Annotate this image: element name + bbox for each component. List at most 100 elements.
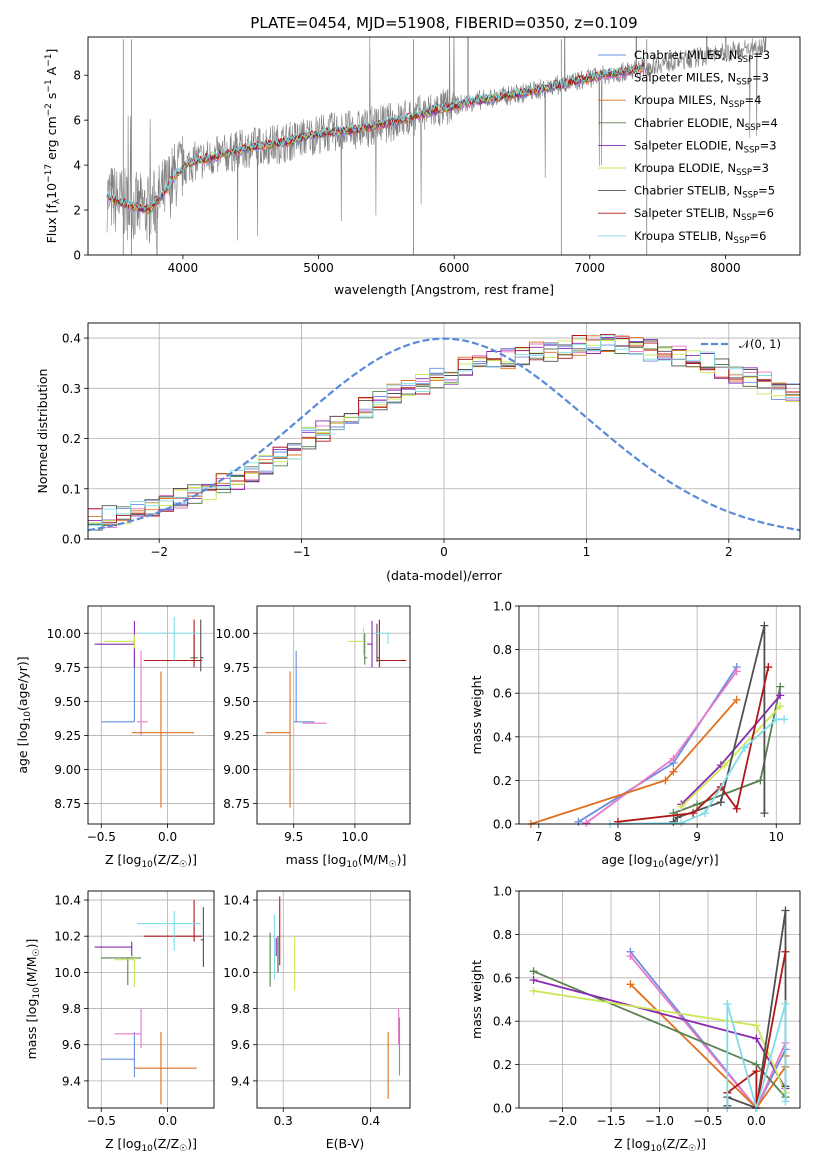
weight-marker — [781, 999, 790, 1008]
x-tick-label: 0.0 — [158, 1114, 177, 1128]
y-tick-label: 0.0 — [62, 533, 81, 547]
y-tick-label: 10.0 — [54, 966, 81, 980]
x-axis-label: E(B-V) — [326, 1136, 365, 1151]
axes-frame — [518, 890, 801, 1109]
weight-marker — [752, 1067, 761, 1076]
histogram-step-6 — [88, 340, 800, 539]
y-tick-label: 6 — [73, 114, 81, 128]
y-tick-label: 0.4 — [493, 730, 512, 744]
y-tick-label: 1.0 — [493, 600, 512, 614]
errorbar-point — [347, 627, 365, 656]
errorbar-point — [376, 619, 407, 668]
normal-reference-curve — [88, 337, 800, 532]
weight-marker — [732, 804, 741, 813]
spectrum-frame — [87, 36, 801, 256]
y-tick-label: 0.0 — [493, 1102, 512, 1116]
x-tick-label: 10 — [769, 830, 784, 844]
weight-marker — [781, 906, 790, 915]
weight-marker — [626, 980, 635, 989]
weight-marker — [752, 1021, 761, 1030]
x-tick-label: −0.5 — [87, 830, 116, 844]
x-tick-label: 1 — [583, 545, 591, 559]
y-axis-label: Normed distribution — [35, 369, 50, 494]
weight-marker — [760, 809, 769, 818]
x-tick-label: 2 — [725, 545, 733, 559]
legend-label: Chabrier MILES, NSSP=3 — [634, 48, 770, 65]
legend-label-normal: 𝒩(0, 1) — [739, 337, 781, 351]
y-tick-label: 10.2 — [223, 930, 250, 944]
y-axis-label: mass weight — [469, 675, 484, 754]
weight-marker — [669, 817, 678, 826]
errorbar-point — [94, 941, 133, 957]
weight-series-8 — [606, 715, 789, 828]
weight-marker — [677, 818, 686, 827]
y-tick-label: 9.4 — [62, 1074, 81, 1088]
x-tick-label: 5000 — [303, 261, 334, 275]
x-tick-label: 0.3 — [274, 1114, 293, 1128]
errorbar-point — [94, 620, 135, 668]
y-tick-label: 0.1 — [62, 482, 81, 496]
weight-marker — [669, 754, 678, 763]
legend-label: Kroupa MILES, NSSP=4 — [634, 93, 761, 110]
weight-marker — [781, 1097, 790, 1106]
weight-marker — [669, 767, 678, 776]
weight-marker — [701, 809, 710, 818]
y-tick-label: 9.00 — [223, 763, 250, 777]
y-tick-label: 9.8 — [231, 1002, 250, 1016]
model-line-8 — [106, 61, 645, 212]
weight-marker — [764, 663, 773, 672]
x-axis-label: wavelength [Angstrom, rest frame] — [334, 282, 554, 297]
errorbar-point — [143, 619, 203, 668]
y-tick-label: 0.2 — [493, 774, 512, 788]
legend-label: Salpeter ELODIE, NSSP=3 — [634, 138, 777, 155]
y-tick-label: 9.50 — [223, 695, 250, 709]
errorbar-point — [373, 632, 391, 645]
axes-frame — [256, 890, 411, 1109]
histogram-step-0 — [88, 335, 800, 539]
errorbar-point — [101, 957, 142, 986]
x-tick-label: 0 — [440, 545, 448, 559]
errorbar-point — [131, 671, 195, 808]
y-tick-label: 10.4 — [223, 894, 250, 908]
x-tick-label: 7000 — [575, 261, 606, 275]
errorbar-point — [367, 620, 373, 668]
errorbar-point — [114, 1008, 142, 1049]
weight-marker — [689, 809, 698, 818]
y-axis-label: Flux [fλ10−17 erg cm−2 s−1 A−1] — [44, 49, 62, 244]
weight-marker — [626, 952, 635, 961]
weight-marker — [720, 761, 729, 770]
y-axis-label: mass [log10(M/M☉)] — [24, 939, 42, 1060]
weight-marker — [529, 986, 538, 995]
errorbar-point — [103, 634, 135, 649]
legend-label: Chabrier STELIB, NSSP=5 — [634, 184, 775, 201]
weight-marker — [732, 695, 741, 704]
axes-age-vs-Z: −0.5 0.0 8.75 9.00 9.25 9.50 9.75 10.00 Z [log10… — [15, 605, 215, 870]
errorbar-point — [101, 1032, 135, 1078]
weight-marker — [716, 798, 725, 807]
y-tick-label: 2 — [73, 204, 81, 218]
x-tick-label: −1.0 — [645, 1114, 674, 1128]
weight-line — [530, 699, 738, 825]
x-tick-label: −1.5 — [596, 1114, 625, 1128]
x-axis-label: Z [log10(Z/Z☉)] — [614, 1136, 706, 1154]
y-tick-label: 0.8 — [493, 928, 512, 942]
x-tick-label: −2.0 — [548, 1114, 577, 1128]
legend-label: Salpeter STELIB, NSSP=6 — [634, 206, 774, 223]
errorbar-point — [200, 907, 204, 967]
x-axis-label: age [log10(age/yr)] — [601, 852, 718, 870]
errorbar-point — [137, 616, 199, 661]
axes-frame — [87, 890, 215, 1109]
y-tick-label: 8.75 — [54, 797, 81, 811]
weight-marker — [529, 975, 538, 984]
y-tick-label: 9.75 — [54, 661, 81, 675]
axes-spectrum: 4000 5000 6000 7000 8000 0 2 4 6 8 Chabrier MILES,… — [44, 36, 801, 297]
weight-marker — [776, 682, 785, 691]
histogram-step-3 — [88, 338, 800, 539]
errorbar-point — [143, 900, 203, 942]
y-tick-label: 10.00 — [216, 627, 250, 641]
x-axis-label: Z [log10(Z/Z☉)] — [105, 852, 197, 870]
y-tick-label: 10.00 — [47, 627, 81, 641]
weight-marker — [732, 667, 741, 676]
axes-weight-vs-Z: −2.0 −1.5 −1.0 −0.5 0.0 0.0 0.2 0.4 0.6 0.8 1.0 mas… — [469, 885, 801, 1154]
